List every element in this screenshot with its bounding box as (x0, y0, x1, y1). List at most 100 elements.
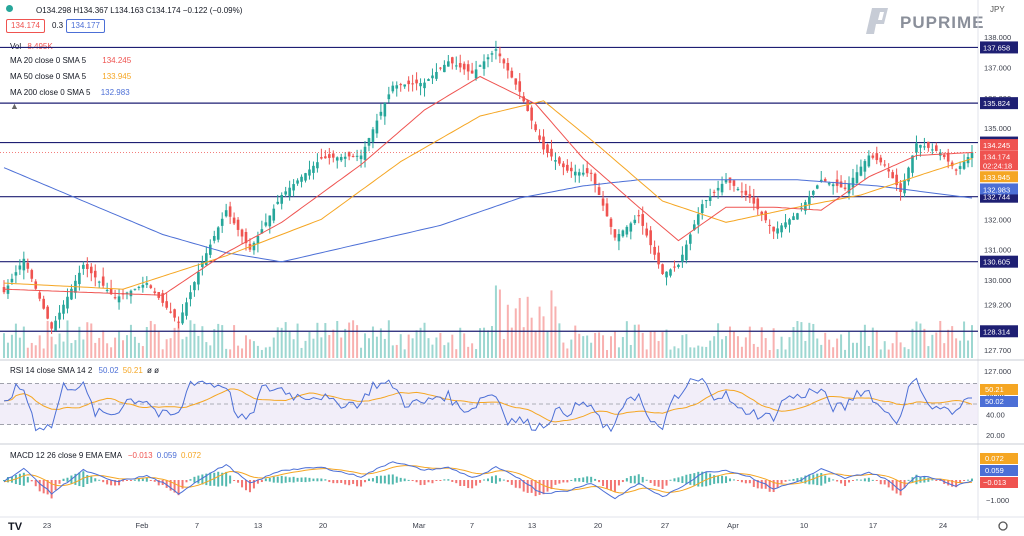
volume-bar (824, 332, 827, 358)
candle-body (224, 210, 228, 217)
level-label: 137.658 (983, 43, 1010, 52)
volume-bar (364, 333, 367, 358)
candle-body (478, 65, 482, 67)
macd-histogram-bar (534, 480, 537, 497)
macd-histogram-bar (629, 476, 632, 484)
candle-body (562, 163, 565, 168)
volume-bar (229, 349, 232, 358)
volume-bar (836, 338, 839, 358)
volume-bar (213, 329, 216, 358)
candle-body (304, 173, 307, 181)
candle-body (458, 63, 462, 68)
volume-bar (800, 322, 803, 358)
macd-histogram-bar (356, 480, 359, 487)
volume-bar (586, 335, 589, 358)
macd-histogram-bar (621, 480, 624, 483)
volume-bar (939, 320, 942, 358)
volume-bar (911, 328, 914, 358)
volume-bar (260, 349, 263, 358)
volume-bar (415, 330, 418, 358)
candle-body (54, 320, 57, 331)
volume-bar (967, 340, 970, 358)
symbol-eye-icon[interactable] (6, 5, 13, 15)
candle-body (756, 198, 760, 210)
candle-body (665, 271, 668, 278)
macd-histogram-bar (205, 473, 208, 486)
macd-histogram-bar (617, 480, 620, 486)
macd-histogram-bar (197, 475, 200, 484)
candle-body (462, 63, 466, 70)
candle-body (339, 157, 343, 161)
macd-histogram-bar (332, 480, 335, 484)
candle-body (915, 143, 918, 153)
ma50-legend: MA 50 close 0 SMA 5 133.945 (10, 72, 131, 82)
candle-body (859, 166, 863, 176)
volume-bar (6, 342, 9, 358)
volume-bar (447, 342, 450, 358)
macd-histogram-bar (38, 480, 41, 492)
volume-bar (554, 306, 557, 358)
macd-histogram-bar (598, 480, 601, 483)
volume-bar (38, 335, 41, 358)
candle-body (193, 282, 196, 291)
volume-bar (844, 349, 847, 358)
candle-body (958, 166, 962, 169)
macd-histogram-bar (18, 473, 21, 485)
candle-body (324, 156, 327, 159)
candle-body (708, 196, 712, 202)
macd-histogram-bar (625, 478, 628, 482)
macd-histogram-bar (193, 476, 196, 483)
macd-histogram-bar (697, 471, 700, 487)
macd-histogram-bar (681, 476, 684, 484)
candle-body (129, 290, 133, 297)
macd-histogram-bar (379, 475, 382, 484)
bid-box[interactable]: 134.174 (6, 19, 45, 33)
macd-histogram-bar (30, 480, 33, 482)
volume-bar (887, 349, 890, 358)
candle-body (681, 254, 684, 262)
macd-histogram-bar (431, 480, 434, 484)
volume-bar (848, 331, 851, 358)
volume-bar (122, 340, 125, 358)
volume-bar (463, 333, 466, 358)
candle-body (272, 208, 276, 221)
volume-bar (82, 339, 85, 358)
candle-body (208, 244, 212, 255)
macd-histogram-bar (820, 472, 823, 486)
candle-body (748, 194, 752, 199)
macd-histogram-bar (590, 476, 593, 483)
volume-bar (574, 325, 577, 358)
candle-body (522, 96, 526, 102)
volume-bar (360, 347, 363, 358)
candle-body (300, 176, 303, 182)
settings-gear-icon[interactable] (998, 521, 1008, 531)
volume-bar (725, 336, 728, 358)
volume-bar (173, 327, 176, 358)
macd-histogram-bar (498, 478, 501, 482)
volume-bar (110, 347, 113, 358)
macd-histogram-bar (725, 476, 728, 483)
volume-bar (832, 347, 835, 358)
candle-body (22, 258, 26, 271)
candle-body (831, 184, 835, 187)
macd-label-box (980, 477, 1018, 488)
price-tick-label: 138.000 (984, 33, 1011, 42)
candle-body (871, 155, 875, 158)
candle-body (228, 206, 232, 217)
candle-body (800, 207, 803, 209)
macd-histogram-bar (887, 480, 890, 488)
macd-histogram-bar (387, 474, 390, 485)
macd-histogram-bar (859, 479, 862, 481)
macd-histogram-bar (296, 477, 299, 482)
candle-body (395, 85, 399, 89)
candle-body (197, 271, 200, 285)
candle-body (113, 297, 117, 299)
price-label: 02:24:18 (983, 161, 1012, 170)
candle-body (331, 153, 335, 158)
ask-box[interactable]: 134.177 (66, 19, 105, 33)
macd-histogram-bar (340, 480, 343, 483)
macd-histogram-bar (971, 478, 973, 482)
macd-histogram-bar (701, 471, 704, 487)
collapse-legend-icon[interactable]: ▲ (10, 101, 19, 111)
